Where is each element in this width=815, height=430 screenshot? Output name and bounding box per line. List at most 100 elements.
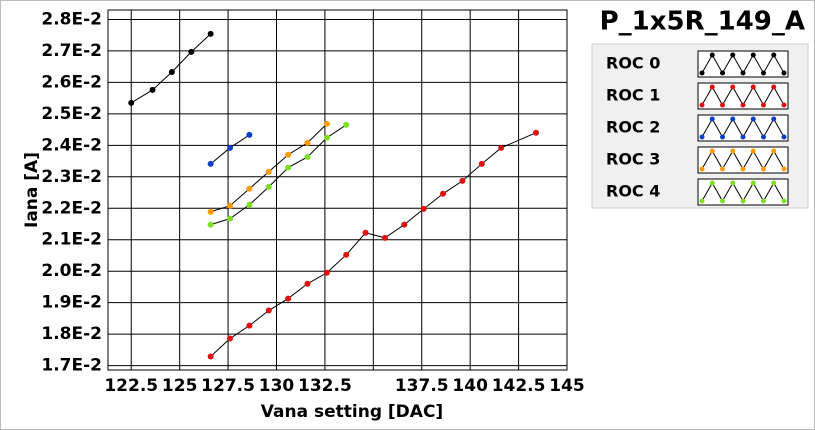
data-point — [343, 121, 350, 128]
data-point — [246, 201, 253, 208]
legend-label: ROC 2 — [606, 118, 660, 137]
x-axis-label: Vana setting [DAC] — [261, 402, 443, 422]
legend-swatch-dot — [730, 116, 736, 122]
legend-swatch-dot — [720, 134, 725, 140]
data-point — [246, 322, 253, 329]
data-point — [459, 177, 466, 184]
data-point — [381, 234, 388, 241]
legend-label: ROC 3 — [606, 150, 660, 169]
data-point — [440, 190, 447, 197]
y-tick-label: 2.7E-2 — [41, 41, 102, 61]
legend-swatch-dot — [730, 180, 736, 186]
legend-swatch-dot — [720, 198, 725, 204]
data-point — [533, 129, 540, 136]
data-point — [227, 335, 234, 342]
data-point — [227, 215, 234, 222]
y-tick-label: 2.2E-2 — [41, 198, 102, 218]
data-point — [227, 144, 234, 151]
data-point — [207, 221, 214, 228]
legend-swatch-dot — [771, 84, 777, 90]
y-tick-label: 2.4E-2 — [41, 135, 102, 155]
data-point — [285, 164, 292, 171]
x-tick-label: 137.5 — [395, 376, 449, 396]
legend-swatch-dot — [709, 52, 715, 58]
data-point — [188, 48, 195, 55]
data-point — [304, 153, 311, 160]
y-tick-label: 2.6E-2 — [41, 72, 102, 92]
x-tick-label: 142.5 — [492, 376, 546, 396]
plot-area — [107, 9, 568, 371]
data-point — [323, 120, 330, 127]
legend-swatch-dot — [750, 180, 756, 186]
data-point — [265, 168, 272, 175]
data-point — [498, 144, 505, 151]
legend-swatch-dot — [761, 70, 766, 76]
legend-swatch-dot — [750, 148, 756, 154]
legend-swatch-dot — [740, 198, 746, 204]
data-point — [304, 280, 311, 287]
legend-label: ROC 1 — [606, 86, 660, 105]
legend-swatch-dot — [709, 84, 715, 90]
legend-swatch-dot — [699, 198, 705, 204]
y-tick-label: 2.3E-2 — [41, 167, 102, 187]
legend-swatch-dot — [709, 116, 715, 122]
legend-swatch-dot — [781, 198, 787, 204]
data-point — [285, 151, 292, 158]
legend-swatch-dot — [781, 166, 787, 172]
data-point — [207, 353, 214, 360]
x-tick-label: 122.5 — [104, 376, 158, 396]
legend-swatch-dot — [699, 166, 705, 172]
data-point — [207, 30, 214, 37]
data-point — [323, 134, 330, 141]
data-point — [343, 251, 350, 258]
data-point — [246, 185, 253, 192]
data-point — [265, 307, 272, 314]
series-line — [210, 124, 347, 226]
legend-swatch-dot — [781, 70, 787, 76]
legend-swatch-dot — [740, 166, 746, 172]
legend-swatch-dot — [771, 116, 777, 122]
data-point — [207, 208, 214, 215]
legend-swatch-dot — [740, 102, 746, 108]
legend-swatch-dot — [720, 70, 725, 76]
data-point — [246, 131, 253, 138]
legend-label: ROC 0 — [606, 54, 660, 73]
y-tick-label: 2.0E-2 — [41, 261, 102, 281]
legend-swatch-dot — [699, 102, 705, 108]
y-tick-label: 1.8E-2 — [41, 324, 102, 344]
y-axis-label: Iana [A] — [22, 152, 42, 228]
y-tick-label: 2.5E-2 — [41, 104, 102, 124]
data-point — [207, 160, 214, 167]
legend-swatch-dot — [781, 102, 787, 108]
data-point — [265, 183, 272, 190]
legend-swatch-dot — [750, 52, 756, 58]
x-tick-label: 127.5 — [201, 376, 255, 396]
y-tick-label: 2.1E-2 — [41, 230, 102, 250]
legend-swatch-dot — [761, 198, 766, 204]
legend-swatch-dot — [781, 134, 787, 140]
legend-swatch-dot — [720, 166, 725, 172]
data-point — [323, 269, 330, 276]
legend-swatch-dot — [709, 180, 715, 186]
legend-swatch-dot — [699, 70, 705, 76]
legend-swatch-dot — [740, 134, 746, 140]
legend-swatch-dot — [709, 148, 715, 154]
x-tick-label: 125 — [162, 376, 198, 396]
data-point — [304, 139, 311, 146]
data-point — [362, 229, 369, 236]
y-tick-label: 1.7E-2 — [41, 356, 102, 376]
x-tick-label: 132.5 — [298, 376, 352, 396]
x-tick-label: 140 — [452, 376, 488, 396]
legend-label: ROC 4 — [606, 182, 660, 201]
data-point — [401, 221, 408, 228]
x-tick-label: 145 — [549, 376, 585, 396]
data-point — [149, 86, 156, 93]
chart-title: P_1x5R_149_A — [600, 7, 805, 37]
legend-swatch-dot — [730, 148, 736, 154]
legend-swatch-dot — [771, 148, 777, 154]
legend-swatch-dot — [771, 52, 777, 58]
legend-swatch-dot — [730, 52, 736, 58]
y-tick-label: 2.8E-2 — [41, 9, 102, 29]
y-tick-label: 1.9E-2 — [41, 293, 102, 313]
data-point — [478, 160, 485, 167]
